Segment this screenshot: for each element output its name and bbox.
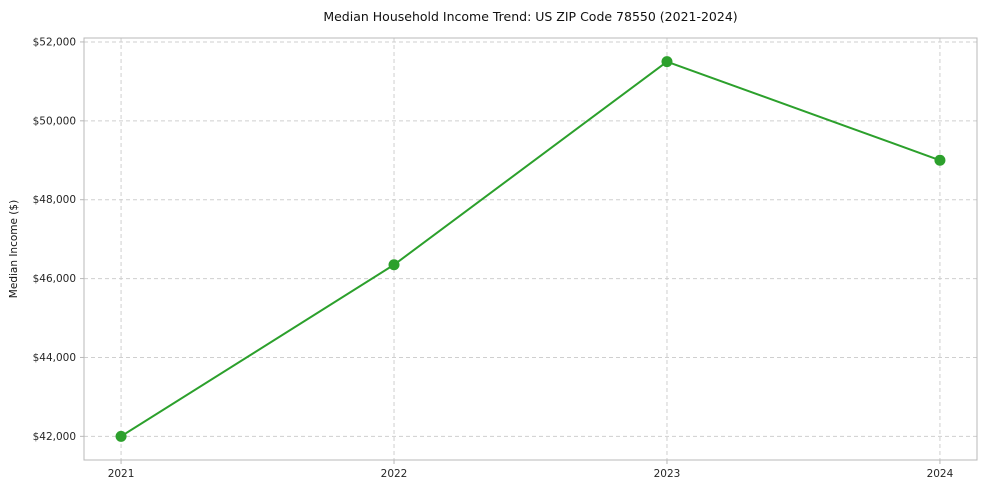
data-point-marker bbox=[934, 154, 946, 166]
y-tick-label: $42,000 bbox=[33, 431, 76, 443]
x-tick-label: 2024 bbox=[927, 468, 954, 480]
y-tick-label: $44,000 bbox=[33, 352, 76, 364]
data-point-marker bbox=[388, 259, 400, 271]
plot-border bbox=[83, 37, 978, 461]
y-tick-label: $46,000 bbox=[33, 273, 76, 285]
x-tick-label: 2022 bbox=[381, 468, 408, 480]
y-tick-label: $52,000 bbox=[33, 36, 76, 48]
x-tick-label: 2021 bbox=[108, 468, 135, 480]
x-tick-label: 2023 bbox=[654, 468, 681, 480]
data-point-marker bbox=[115, 430, 127, 442]
data-point-marker bbox=[661, 56, 673, 68]
chart-title: Median Household Income Trend: US ZIP Co… bbox=[323, 9, 738, 24]
y-tick-label: $50,000 bbox=[33, 115, 76, 127]
y-tick-label: $48,000 bbox=[33, 194, 76, 206]
income-trend-line bbox=[120, 60, 941, 438]
